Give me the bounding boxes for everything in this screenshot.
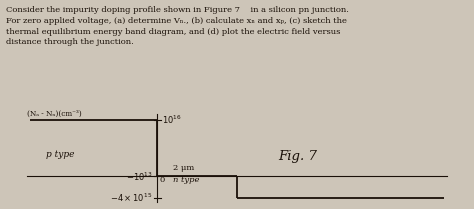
Text: $10^{16}$: $10^{16}$: [162, 114, 182, 126]
Text: p type: p type: [46, 150, 74, 159]
Text: 2 μm: 2 μm: [173, 164, 195, 172]
Text: (Nₐ - Nₙ)(cm⁻³): (Nₐ - Nₙ)(cm⁻³): [27, 109, 82, 117]
Text: Fig. 7: Fig. 7: [278, 150, 317, 163]
Text: 0: 0: [160, 176, 165, 184]
Text: $-4\times10^{15}$: $-4\times10^{15}$: [110, 192, 153, 204]
Text: Consider the impurity doping profile shown in Figure 7    in a silicon pn juncti: Consider the impurity doping profile sho…: [6, 6, 348, 46]
Text: $-10^{13}$: $-10^{13}$: [126, 171, 153, 183]
Text: n type: n type: [173, 176, 200, 184]
